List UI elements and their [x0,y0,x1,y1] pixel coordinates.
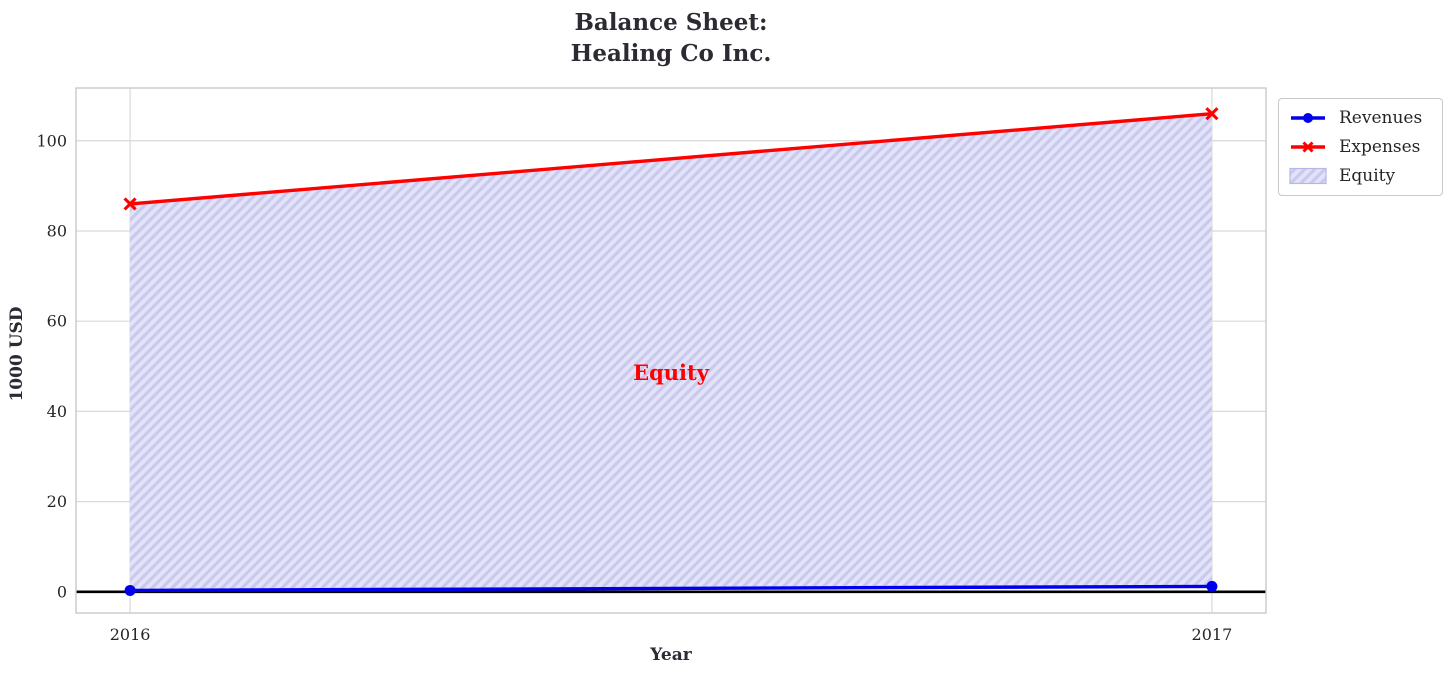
y-tick-label: 0 [57,582,67,601]
y-tick-label: 80 [47,221,67,240]
revenues-marker [1206,580,1218,592]
legend-item-expenses: Expenses [1288,135,1431,159]
axes-spines [75,87,1267,614]
x-axis-label: Year [650,645,692,665]
y-tick-label: 100 [36,131,67,150]
chart-title-line2: Healing Co Inc. [570,40,772,67]
legend-label-equity: Equity [1339,165,1396,186]
y-tick-label: 40 [47,402,67,421]
chart-title-line1: Balance Sheet: [574,9,768,36]
expenses-marker [1205,107,1219,121]
legend-label-expenses: Expenses [1339,136,1421,157]
equity-patch-icon [1289,167,1327,185]
legend-item-equity: Equity [1288,164,1431,188]
y-tick-label: 20 [47,492,67,511]
equity-fill-area [130,113,1212,591]
x-tick-label: 2017 [1192,625,1233,644]
legend: Revenues Expenses Equity [1278,98,1443,196]
revenues-marker [124,584,136,596]
x-tick-label: 2016 [110,625,151,644]
y-axis-label: 1000 USD [7,306,27,402]
legend-label-revenues: Revenues [1339,107,1423,128]
expenses-line-icon [1291,141,1325,153]
chart-title: Balance Sheet: Healing Co Inc. [76,7,1266,69]
revenues-line-icon [1291,113,1325,123]
expenses-marker [123,197,137,211]
equity-annotation: Equity [633,360,710,385]
expenses-line [129,112,1213,206]
y-tick-label: 60 [47,312,67,331]
legend-item-revenues: Revenues [1288,106,1431,130]
revenues-line [130,584,1212,593]
